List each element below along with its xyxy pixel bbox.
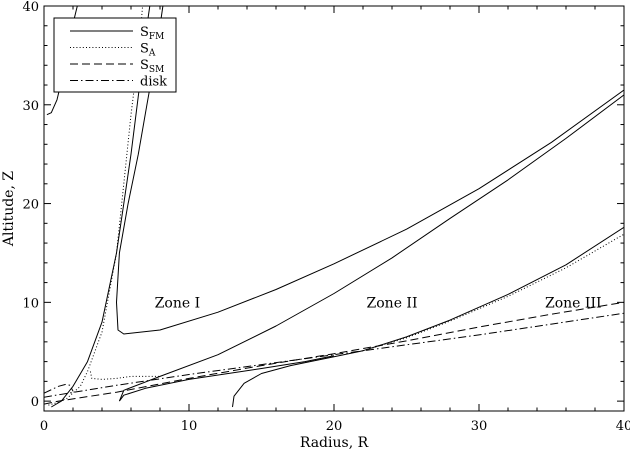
- series-line-5: [118, 355, 335, 402]
- series-line-11: [44, 312, 624, 398]
- x-tick-label: 40: [616, 419, 630, 434]
- series-line-8: [232, 226, 624, 408]
- zone-labels: Zone I Zone II Zone III: [155, 295, 602, 311]
- y-tick-label: 20: [22, 198, 39, 213]
- y-axis-label: Altitude, Z: [1, 171, 17, 247]
- series-line-7: [116, 6, 624, 335]
- y-tick-label: 0: [31, 395, 39, 410]
- y-tick-label: 10: [22, 296, 39, 311]
- series-line-4: [48, 6, 144, 406]
- series-line-3: [89, 371, 160, 380]
- legend-label: SA: [140, 42, 156, 59]
- ticks-layer: [43, 5, 625, 411]
- legend-label: SFM: [140, 25, 164, 42]
- y-tick-label: 30: [22, 99, 39, 114]
- zone-label-1: Zone I: [155, 295, 200, 311]
- tick-labels: 0 10 20 30 40 0 10 20 30 40: [22, 0, 630, 434]
- zone-label-2: Zone II: [367, 295, 418, 311]
- y-tick-label: 40: [22, 0, 39, 15]
- x-tick-label: 20: [326, 419, 343, 434]
- x-tick-label: 0: [40, 419, 48, 434]
- x-axis-label: Radius, R: [300, 435, 369, 451]
- series-line-6: [118, 94, 624, 402]
- series-line-10: [44, 301, 624, 405]
- legend-label: disk: [140, 75, 167, 90]
- series-line-9: [362, 233, 624, 352]
- x-tick-label: 30: [471, 419, 488, 434]
- zone-label-3: Zone III: [545, 295, 602, 311]
- legend-box: [53, 17, 177, 93]
- legend-label: SSM: [140, 58, 164, 75]
- series-layer: [44, 6, 624, 408]
- x-tick-label: 10: [181, 419, 198, 434]
